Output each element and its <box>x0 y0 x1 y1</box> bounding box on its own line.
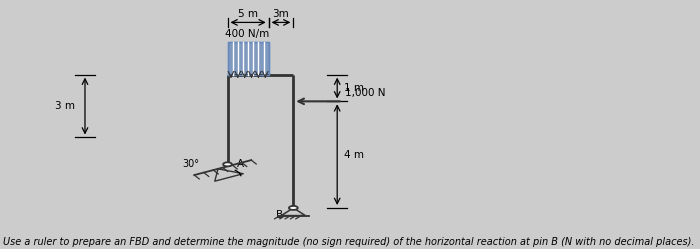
Text: 400 N/m: 400 N/m <box>225 29 269 39</box>
Text: A: A <box>237 159 244 169</box>
Text: 3 m: 3 m <box>55 101 75 111</box>
Text: 4 m: 4 m <box>344 150 364 160</box>
Text: 3m: 3m <box>272 9 289 19</box>
Text: 1,000 N: 1,000 N <box>345 88 386 98</box>
Text: 30°: 30° <box>183 159 200 169</box>
Text: B: B <box>276 210 284 220</box>
Circle shape <box>223 162 232 166</box>
Text: 5 m: 5 m <box>238 9 258 19</box>
Text: Use a ruler to prepare an FBD and determine the magnitude (no sign required) of : Use a ruler to prepare an FBD and determ… <box>3 237 694 247</box>
Text: 1 m: 1 m <box>344 83 364 93</box>
Circle shape <box>289 206 298 210</box>
Polygon shape <box>228 42 269 75</box>
